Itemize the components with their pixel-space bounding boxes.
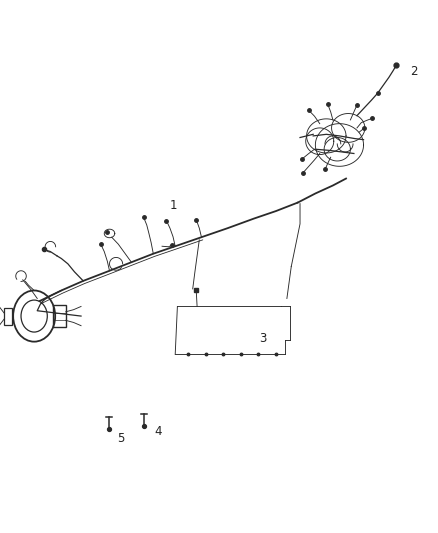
- Text: 1: 1: [169, 199, 177, 212]
- Text: 3: 3: [259, 332, 266, 345]
- Bar: [53, 305, 66, 327]
- Text: 2: 2: [410, 66, 418, 78]
- Text: 5: 5: [117, 432, 124, 445]
- Bar: [4, 308, 12, 325]
- Text: 4: 4: [154, 425, 162, 438]
